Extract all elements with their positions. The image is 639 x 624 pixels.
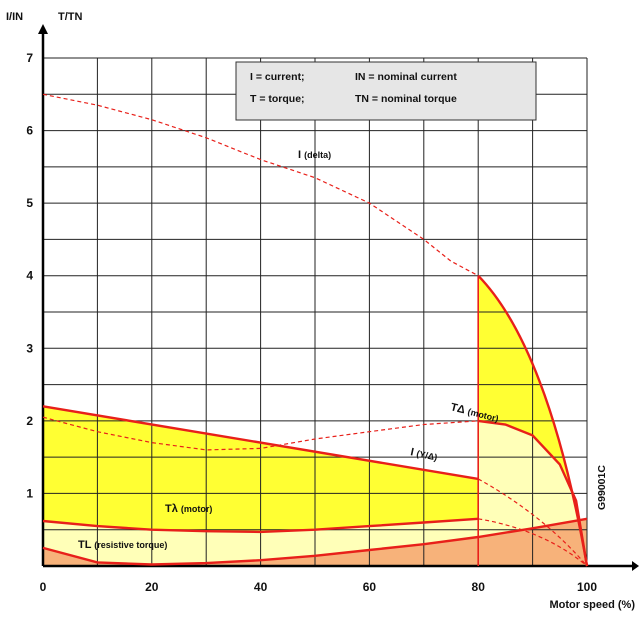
curve-current-star bbox=[42, 405, 479, 481]
side-code: G99001C bbox=[596, 465, 608, 510]
series-label-main: Tλ bbox=[165, 503, 181, 515]
y-tick-label: 7 bbox=[26, 51, 33, 65]
legend-entry-description: IN = nominal current bbox=[355, 71, 457, 83]
x-tick-label: 60 bbox=[363, 580, 377, 594]
y-tick-label: 4 bbox=[26, 269, 33, 283]
x-tick-label: 40 bbox=[254, 580, 268, 594]
chart-curves bbox=[42, 93, 589, 567]
y-tick-label: 6 bbox=[26, 124, 33, 138]
legend-entry-symbol: I = current; bbox=[250, 71, 305, 83]
series-label: Tλ (motor) bbox=[165, 503, 212, 515]
curve-resistive-torque bbox=[42, 517, 588, 566]
curve-torque-delta-motor bbox=[478, 419, 589, 567]
chart-axes bbox=[38, 24, 639, 571]
y-axis-arrow bbox=[38, 24, 48, 34]
chart-legend: I = current; IN = nominal current T = torq… bbox=[235, 61, 537, 121]
x-tick-label: 20 bbox=[145, 580, 159, 594]
series-label-main: I bbox=[298, 149, 304, 161]
x-tick-label: 80 bbox=[472, 580, 486, 594]
series-label-main: TL bbox=[78, 539, 94, 551]
legend-box bbox=[235, 61, 537, 121]
series-label-sub: (motor) bbox=[181, 504, 213, 514]
series-label-sub: (delta) bbox=[304, 150, 331, 160]
x-axis-arrow bbox=[632, 561, 639, 571]
x-axis-label: Motor speed (%) bbox=[549, 599, 635, 611]
y-tick-label: 5 bbox=[26, 196, 33, 210]
curve-current-delta bbox=[42, 93, 479, 277]
series-label: I (delta) bbox=[298, 149, 331, 161]
x-tick-label: 0 bbox=[40, 580, 47, 594]
series-label-main: I bbox=[409, 446, 417, 459]
y-tick-label: 3 bbox=[26, 341, 33, 355]
curve-current-star-delta bbox=[42, 416, 479, 451]
chart-ticks: 0 20 40 60 80 100 1 2 3 4 5 6 7 bbox=[26, 51, 597, 594]
legend-entry-description: TN = nominal torque bbox=[355, 93, 457, 105]
fill-resistive-torque-area bbox=[43, 518, 587, 566]
x-tick-label: 100 bbox=[577, 580, 597, 594]
series-label: I (Y/Δ) bbox=[409, 446, 438, 463]
curve-current-delta-solid bbox=[477, 274, 589, 567]
y-tick-label: 1 bbox=[26, 486, 33, 500]
series-label-main: TΔ bbox=[449, 401, 469, 417]
legend-entry-symbol: T = torque; bbox=[250, 93, 305, 105]
curve-torque-star-motor bbox=[42, 517, 479, 534]
y-axis-label-right: T/TN bbox=[58, 11, 82, 23]
series-label: TL (resistive torque) bbox=[78, 539, 167, 551]
curve-current-star-tail bbox=[477, 478, 588, 567]
y-tick-label: 2 bbox=[26, 414, 33, 428]
series-label-sub: (resistive torque) bbox=[94, 540, 167, 550]
series-label-sub: (Y/Δ) bbox=[416, 448, 439, 462]
y-axis-label-left: I/IN bbox=[6, 11, 23, 23]
curve-torque-star-tail bbox=[478, 518, 588, 567]
